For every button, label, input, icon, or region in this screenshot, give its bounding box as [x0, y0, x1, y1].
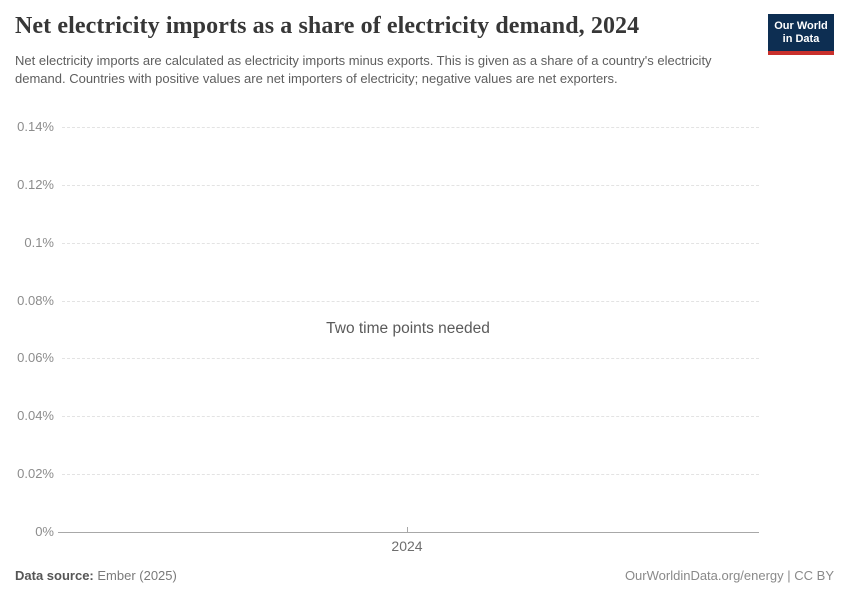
credit-link[interactable]: OurWorldinData.org/energy | CC BY [624, 568, 834, 583]
y-axis-tick-label: 0% [35, 524, 54, 539]
y-axis-tick-label: 0.02% [17, 466, 54, 482]
y-axis-tick-label: 0.06% [17, 350, 54, 366]
data-source-label: Data source: [15, 568, 94, 583]
y-axis-tick-label: 0.1% [24, 234, 54, 250]
data-source-note: Data source: Ember (2025) [15, 568, 177, 583]
owid-logo-line1: Our World [774, 19, 828, 32]
no-data-message: Two time points needed [326, 320, 490, 337]
gridline [62, 300, 759, 302]
gridline [62, 474, 759, 476]
gridline [62, 242, 759, 244]
gridline [62, 358, 759, 360]
x-axis-tick-label: 2024 [391, 538, 423, 554]
gridline [62, 184, 759, 186]
x-axis-line [58, 532, 759, 533]
chart-subtitle: Net electricity imports are calculated a… [15, 53, 712, 86]
x-tick-mark [407, 527, 408, 532]
y-axis-tick-label: 0.08% [17, 292, 54, 308]
y-axis-tick-label: 0.14% [17, 119, 54, 134]
data-source-value: Ember (2025) [93, 568, 177, 583]
page-title: Net electricity imports as a share of el… [15, 13, 640, 39]
y-axis-tick-label: 0.12% [17, 176, 54, 192]
owid-logo-line2: in Data [782, 32, 820, 45]
gridline [62, 416, 759, 418]
y-axis-tick-label: 0.04% [17, 408, 54, 424]
owid-logo: Our World in Data [768, 14, 834, 55]
gridline [62, 127, 759, 128]
